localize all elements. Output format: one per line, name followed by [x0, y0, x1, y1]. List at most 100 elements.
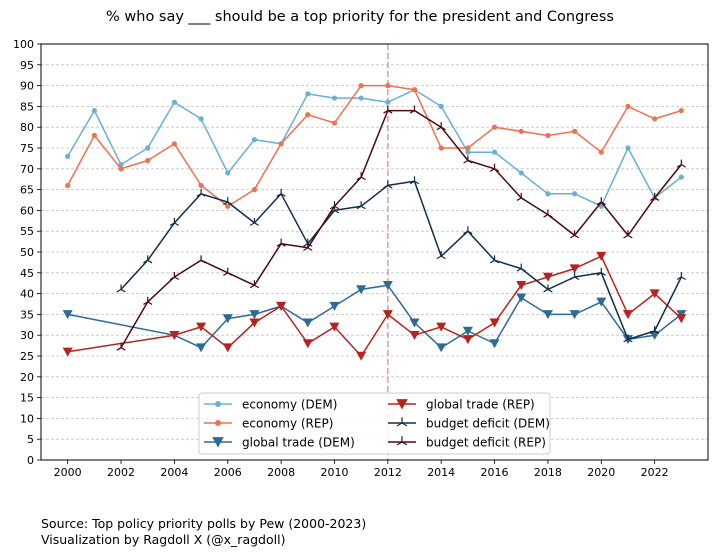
data-point: [118, 166, 124, 172]
series-line-economy-dem: [67, 89, 682, 207]
data-point: [436, 251, 446, 260]
data-point: [543, 209, 553, 218]
data-point: [65, 153, 71, 159]
legend-marker: [212, 437, 224, 448]
data-point: [542, 310, 553, 320]
data-point: [222, 343, 233, 353]
series-budget-deficit-rep: [116, 105, 686, 351]
axes: 0 5 10 15 20 25 30 35 40 45 50 55 60 65 70 75 80 85 90 95 10…: [13, 38, 669, 479]
data-point: [331, 95, 338, 101]
y-tick-label: 0: [27, 454, 34, 467]
data-point: [622, 310, 633, 320]
data-point: [409, 318, 420, 328]
data-point: [305, 112, 311, 118]
legend-label: budget deficit (DEM): [426, 417, 550, 431]
data-point: [91, 107, 97, 114]
legend-label: economy (DEM): [242, 398, 337, 412]
data-point: [491, 124, 498, 130]
data-point: [462, 335, 473, 345]
y-tick-label: 20: [20, 371, 34, 384]
legend-label: budget deficit (REP): [426, 436, 546, 450]
series-layer: [62, 83, 687, 361]
data-point: [411, 87, 418, 93]
data-point: [331, 120, 338, 126]
data-point: [276, 238, 286, 247]
x-tick-label: 2010: [320, 466, 348, 479]
legend-item-global-trade-dem: global trade (DEM): [204, 436, 355, 450]
data-point: [356, 201, 366, 210]
data-point: [623, 230, 633, 239]
legend-marker: [215, 420, 221, 426]
data-point: [118, 162, 124, 168]
data-point: [223, 267, 233, 276]
data-point: [91, 132, 97, 139]
y-tick-label: 85: [20, 100, 34, 113]
data-point: [569, 264, 580, 274]
data-point: [198, 182, 204, 189]
data-point: [329, 322, 340, 332]
data-point: [65, 182, 71, 189]
legend-marker: [215, 401, 221, 407]
x-tick-label: 2006: [214, 466, 242, 479]
data-point: [329, 201, 340, 210]
data-point: [489, 255, 500, 264]
legend-marker: [396, 417, 408, 427]
data-point: [303, 242, 313, 251]
legend-item-budget-deficit-dem: budget deficit (DEM): [388, 417, 550, 431]
series-line-economy-rep: [67, 84, 682, 207]
legend-label: global trade (DEM): [242, 436, 355, 450]
chart-title: % who say ___ should be a top priority f…: [106, 9, 614, 25]
data-point: [649, 330, 660, 340]
y-tick-label: 35: [20, 308, 34, 321]
data-point: [598, 149, 604, 155]
data-point: [516, 281, 527, 291]
data-point: [143, 255, 153, 264]
data-point: [596, 251, 607, 261]
data-point: [383, 180, 393, 189]
data-point: [116, 342, 126, 351]
y-tick-label: 25: [20, 350, 34, 363]
data-point: [596, 297, 607, 307]
y-tick-label: 60: [20, 204, 34, 217]
data-point: [572, 128, 578, 134]
data-point: [489, 163, 500, 172]
data-point: [596, 197, 606, 206]
data-point: [623, 334, 633, 343]
data-point: [489, 318, 500, 328]
data-point: [169, 271, 180, 280]
data-point: [225, 170, 231, 176]
data-point: [543, 284, 553, 293]
data-point: [572, 191, 578, 197]
series-line-global-trade-dem: [67, 284, 682, 349]
data-point: [356, 351, 367, 361]
credit-line: Visualization by Ragdoll X (@x_ragdoll): [41, 531, 286, 547]
data-point: [489, 339, 500, 349]
data-point: [171, 99, 177, 105]
data-point: [491, 149, 498, 155]
y-tick-label: 75: [20, 142, 34, 155]
data-point: [358, 83, 364, 89]
data-point: [196, 343, 207, 353]
y-tick-label: 10: [20, 412, 34, 425]
series-line-budget-deficit-rep: [120, 109, 682, 349]
x-tick-label: 2000: [54, 466, 82, 479]
data-point: [278, 141, 284, 147]
data-point: [516, 263, 526, 272]
data-point: [516, 192, 526, 201]
data-point: [171, 141, 177, 147]
series-global-trade-rep: [62, 251, 687, 361]
data-point: [650, 192, 660, 201]
data-point: [223, 197, 233, 206]
series-economy-rep: [65, 83, 684, 209]
data-point: [545, 132, 551, 139]
grid-lines: [41, 43, 708, 461]
data-point: [116, 284, 126, 293]
data-point: [145, 157, 151, 164]
data-point: [650, 326, 660, 335]
data-point: [302, 318, 313, 328]
data-point: [198, 116, 204, 122]
data-point: [385, 83, 391, 89]
y-tick-label: 45: [20, 267, 34, 280]
data-point: [225, 203, 231, 209]
